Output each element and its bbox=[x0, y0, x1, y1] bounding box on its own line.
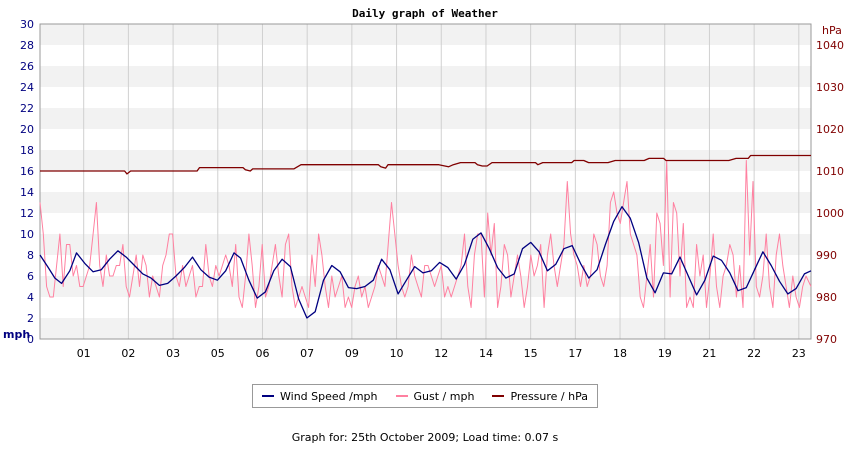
x-tick-label: 02 bbox=[121, 347, 135, 360]
x-tick-label: 03 bbox=[166, 347, 180, 360]
chart-title: Daily graph of Weather bbox=[352, 7, 498, 20]
right-tick-label: 1040 bbox=[816, 39, 844, 52]
footer-status: Graph for: 25th October 2009; Load time:… bbox=[291, 431, 559, 444]
pressure-swatch bbox=[492, 395, 505, 397]
left-tick-label: 20 bbox=[20, 123, 34, 136]
legend-item-gust: Gust / mph bbox=[395, 389, 475, 403]
grid-band bbox=[40, 171, 811, 192]
left-tick-label: 30 bbox=[20, 18, 34, 31]
right-tick-label: 1020 bbox=[816, 123, 844, 136]
x-tick-label: 09 bbox=[345, 347, 359, 360]
right-tick-label: 990 bbox=[816, 249, 837, 262]
left-tick-label: 4 bbox=[27, 291, 34, 304]
right-axis-unit: hPa bbox=[822, 24, 842, 37]
grid-band bbox=[40, 192, 811, 213]
grid-band bbox=[40, 108, 811, 129]
gust-swatch bbox=[395, 395, 408, 397]
series-line-wind-speed bbox=[39, 206, 812, 319]
vertical-gridlines bbox=[83, 24, 800, 339]
left-tick-label: 18 bbox=[20, 144, 34, 157]
legend-label-pressure: Pressure / hPa bbox=[510, 389, 588, 403]
x-tick-label: 15 bbox=[524, 347, 538, 360]
legend: Wind Speed /mph Gust / mph Pressure / hP… bbox=[252, 384, 598, 408]
x-tick-label: 01 bbox=[77, 347, 91, 360]
grid-band bbox=[40, 24, 811, 45]
x-tick-label: 07 bbox=[300, 347, 314, 360]
x-tick-label: 06 bbox=[255, 347, 269, 360]
x-tick-label: 19 bbox=[658, 347, 672, 360]
left-tick-label: 24 bbox=[20, 81, 34, 94]
x-tick-label: 23 bbox=[792, 347, 806, 360]
grid-band bbox=[40, 213, 811, 234]
grid-band bbox=[40, 66, 811, 87]
grid-band bbox=[40, 45, 811, 66]
left-tick-label: 26 bbox=[20, 60, 34, 73]
left-tick-label: 8 bbox=[27, 249, 34, 262]
left-tick-label: 6 bbox=[27, 270, 34, 283]
right-tick-label: 970 bbox=[816, 333, 837, 346]
grid-band bbox=[40, 297, 811, 318]
x-tick-label: 18 bbox=[613, 347, 627, 360]
grid-band bbox=[40, 318, 811, 339]
legend-item-wind-speed: Wind Speed /mph bbox=[262, 390, 378, 403]
grid-band bbox=[40, 87, 811, 108]
left-tick-label: 2 bbox=[27, 312, 34, 325]
grid-band bbox=[40, 150, 811, 171]
left-axis-unit: mph bbox=[3, 328, 30, 341]
grid-band bbox=[40, 129, 811, 150]
right-tick-label: 980 bbox=[816, 291, 837, 304]
left-tick-label: 22 bbox=[20, 102, 34, 115]
x-tick-label: 22 bbox=[747, 347, 761, 360]
series-line-pressure bbox=[40, 154, 811, 175]
left-tick-label: 0 bbox=[27, 333, 34, 346]
legend-label-wind-speed: Wind Speed /mph bbox=[280, 389, 378, 403]
series-lines bbox=[39, 154, 812, 319]
right-tick-label: 1030 bbox=[816, 81, 844, 94]
grid-band bbox=[40, 234, 811, 255]
left-tick-label: 28 bbox=[20, 39, 34, 52]
left-tick-label: 12 bbox=[20, 207, 34, 220]
wind-speed-swatch bbox=[262, 395, 274, 397]
right-tick-label: 1000 bbox=[816, 207, 844, 220]
plot-frame bbox=[39, 23, 812, 340]
left-tick-label: 10 bbox=[20, 228, 34, 241]
x-tick-label: 10 bbox=[390, 347, 404, 360]
legend-item-pressure: Pressure / hPa bbox=[492, 390, 588, 403]
x-tick-label: 21 bbox=[702, 347, 716, 360]
right-axis-ticks: 970 980 990 1000 1010 1020 1030 1040 bbox=[816, 39, 844, 346]
left-tick-label: 16 bbox=[20, 165, 34, 178]
x-tick-label: 12 bbox=[434, 347, 448, 360]
legend-label-gust: Gust / mph bbox=[413, 389, 475, 403]
left-tick-label: 14 bbox=[20, 186, 34, 199]
x-tick-label: 05 bbox=[211, 347, 225, 360]
right-tick-label: 1010 bbox=[816, 165, 844, 178]
x-axis-ticks: 01 02 03 05 06 07 09 10 12 14 15 17 18 19 21 22 23 bbox=[77, 347, 806, 360]
x-tick-label: 14 bbox=[479, 347, 493, 360]
x-tick-label: 17 bbox=[568, 347, 582, 360]
